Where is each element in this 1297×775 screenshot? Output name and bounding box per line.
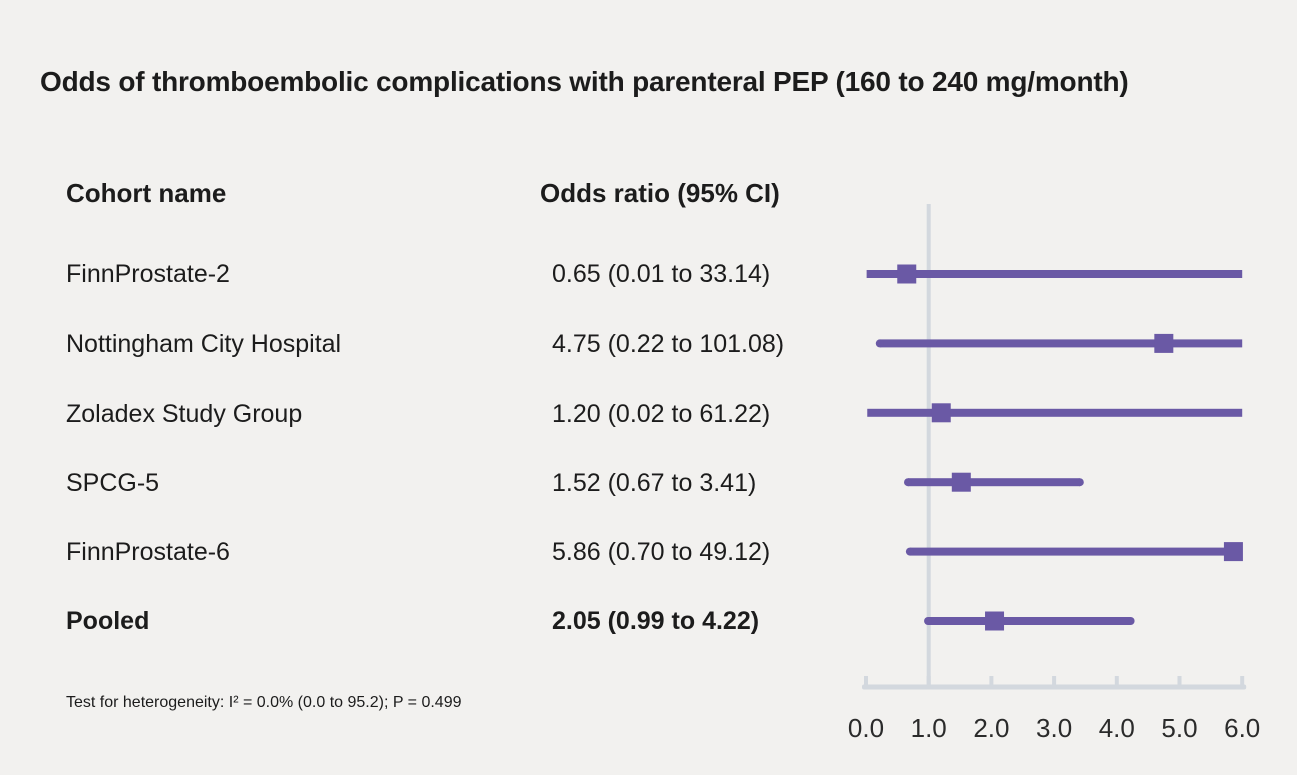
x-axis-tick-label: 0.0 [848, 713, 884, 743]
odds-ratio-marker [951, 472, 971, 492]
pooled-odds-ratio-marker [985, 611, 1005, 631]
column-header-odds-ratio: Odds ratio (95% CI) [540, 178, 780, 208]
x-axis-tick-label: 3.0 [1036, 713, 1072, 743]
ci-line [879, 339, 1243, 348]
cohort-label: Nottingham City Hospital [66, 330, 342, 358]
odds-ratio-marker [897, 264, 917, 284]
ci-cap-right [1075, 478, 1084, 487]
ci-line [928, 617, 1131, 625]
x-axis-tick [1052, 676, 1057, 687]
x-axis-tick [926, 676, 931, 687]
x-axis-tick-label: 5.0 [1161, 713, 1197, 743]
odds-ratio-value: 1.52 (0.67 to 3.41) [552, 469, 757, 497]
cohort-label: Zoladex Study Group [66, 400, 303, 428]
cohort-label: SPCG-5 [66, 469, 160, 497]
x-axis-tick [864, 676, 868, 687]
cohort-label: FinnProstate-2 [66, 260, 230, 288]
x-axis-tick [989, 676, 994, 687]
cohort-label-pooled: Pooled [66, 607, 150, 635]
ci-cap-left [904, 478, 913, 487]
ci-line [909, 547, 1243, 556]
x-axis-tick-label: 4.0 [1099, 713, 1135, 743]
ci-line [908, 478, 1080, 487]
odds-ratio-value: 4.75 (0.22 to 101.08) [552, 330, 785, 358]
ci-cap-left [924, 617, 933, 625]
x-axis-tick-label: 1.0 [911, 713, 947, 743]
x-axis-tick [1240, 676, 1245, 687]
x-axis-line [862, 684, 1247, 690]
x-axis-tick-label: 2.0 [973, 713, 1009, 743]
x-axis-tick-label: 6.0 [1224, 713, 1260, 743]
reference-line [926, 204, 931, 688]
ci-cap-left [875, 339, 884, 348]
column-header-cohort-name: Cohort name [66, 178, 227, 208]
odds-ratio-value: 1.20 (0.02 to 61.22) [552, 400, 771, 428]
odds-ratio-marker [1154, 333, 1174, 353]
x-axis-tick [1177, 676, 1182, 687]
odds-ratio-value: 0.65 (0.01 to 33.14) [552, 260, 771, 288]
x-axis-tick [1114, 676, 1119, 687]
odds-ratio-marker [931, 403, 951, 423]
ci-line [866, 270, 1243, 278]
page-title: Odds of thromboembolic complications wit… [40, 66, 1129, 97]
odds-ratio-value: 5.86 (0.70 to 49.12) [552, 538, 771, 566]
heterogeneity-footnote: Test for heterogeneity: I² = 0.0% (0.0 t… [66, 694, 462, 711]
odds-ratio-marker [1223, 542, 1243, 562]
ci-cap-left [905, 547, 914, 556]
odds-ratio-value-pooled: 2.05 (0.99 to 4.22) [552, 607, 760, 635]
ci-cap-right [1126, 617, 1135, 625]
ci-line [867, 408, 1243, 417]
cohort-label: FinnProstate-6 [66, 538, 230, 566]
